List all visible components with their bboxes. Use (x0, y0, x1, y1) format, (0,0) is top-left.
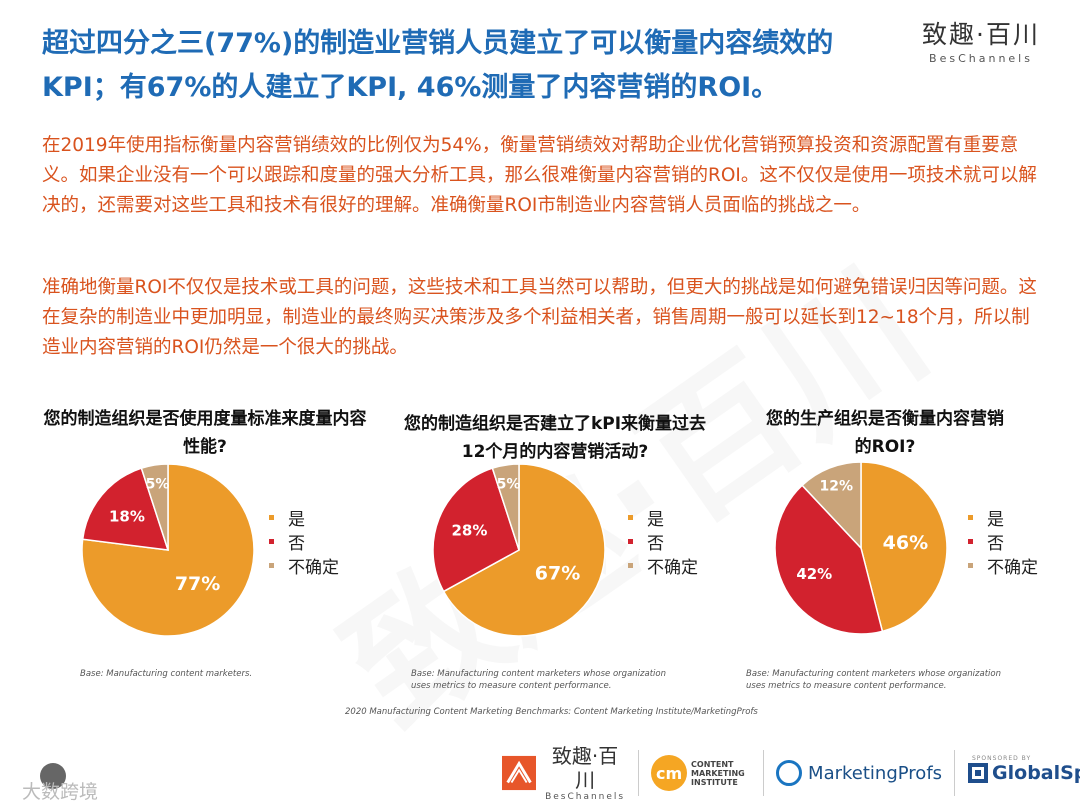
legend-2-swatch-yes (628, 514, 633, 520)
chart-1-base-note: Base: Manufacturing content marketers. (80, 669, 253, 679)
pie-1-slice-unsure (140, 463, 169, 551)
beschannels-mark-icon (502, 755, 537, 791)
legend-2-item-unsure: 不确定 (628, 553, 698, 578)
sponsored-label: SPONSORED BY (972, 755, 1032, 762)
pie-1-label-yes: 77% (175, 573, 220, 595)
pie-2-slice-no (432, 467, 520, 593)
legend-2-label-no: 否 (647, 533, 664, 554)
legend-3-swatch-yes (968, 514, 973, 520)
legend-1-swatch-no (269, 538, 274, 544)
legend-1-swatch-yes (269, 514, 274, 520)
legend-1-label-yes: 是 (288, 509, 305, 530)
footer-marketingprofs-logo: MarketingProfs (763, 750, 954, 796)
pie-3-label-no: 42% (796, 565, 832, 583)
legend-3-swatch-unsure (968, 562, 973, 568)
source-note: 2020 Manufacturing Content Marketing Ben… (345, 707, 758, 717)
footer-cmi-text: CONTENT MARKETING INSTITUTE (691, 759, 745, 787)
legend-1-label-no: 否 (288, 533, 305, 554)
legend-3-item-yes: 是 (968, 505, 1038, 530)
pie-2-slice-unsure (491, 463, 520, 551)
footer-beschannels-logo: 致趣·百川 BesChannels (490, 744, 638, 802)
legend-3-swatch-no (968, 538, 973, 544)
pie-2-label-yes: 67% (535, 562, 580, 584)
footer-globalspec-logo: GlobalSpec (954, 750, 1080, 796)
pie-1-slice-no (81, 467, 170, 551)
pie-3-slice-unsure (801, 461, 862, 550)
footer-cmi-logo: cm CONTENT MARKETING INSTITUTE (638, 750, 763, 796)
pie-chart-2: 67% 28% 5% (432, 463, 606, 637)
legend-3-label-unsure: 不确定 (987, 557, 1038, 578)
chart-3-base-note: Base: Manufacturing content marketers wh… (746, 669, 1001, 691)
legend-2-swatch-no (628, 538, 633, 544)
legend-1-label-unsure: 不确定 (288, 557, 339, 578)
chart-2-title: 您的制造组织是否建立了kPI来衡量过去12个月的内容营销活动? (403, 414, 707, 462)
legend-1-swatch-unsure (269, 562, 274, 568)
pie-2-label-unsure: 5% (497, 477, 521, 493)
legend-3-label-no: 否 (987, 533, 1004, 554)
pie-1-label-unsure: 5% (146, 477, 170, 493)
pie-chart-3: 46% 42% 12% (774, 461, 948, 635)
footer-marketingprofs-text: MarketingProfs (808, 762, 943, 784)
legend-2-label-unsure: 不确定 (647, 557, 698, 578)
brand-logo: 致趣·百川 BesChannels (920, 18, 1042, 66)
pie-2-label-no: 28% (451, 522, 487, 540)
chart-1-title: 您的制造组织是否使用度量标准来度量内容性能? (43, 409, 367, 457)
marketingprofs-mark-icon (776, 760, 803, 786)
footer-beschannels-cn: 致趣·百川 (551, 744, 619, 792)
legend-3-item-no: 否 (968, 529, 1038, 554)
pie-3-label-unsure: 12% (820, 479, 854, 495)
legend-1-item-yes: 是 (269, 505, 339, 530)
legend-3: 是否不确定 (968, 505, 1038, 578)
footer-logos: 致趣·百川 BesChannels cm CONTENT MARKETING I… (490, 744, 1080, 802)
legend-2-item-no: 否 (628, 529, 698, 554)
footer-beschannels-en: BesChannels (545, 792, 626, 802)
pie-3-label-yes: 46% (883, 532, 928, 554)
legend-3-label-yes: 是 (987, 509, 1004, 530)
legend-3-item-unsure: 不确定 (968, 553, 1038, 578)
legend-1-item-unsure: 不确定 (269, 553, 339, 578)
legend-2-label-yes: 是 (647, 509, 664, 530)
brand-en: BesChannels (929, 52, 1033, 65)
cmi-mark-icon: cm (651, 755, 688, 791)
legend-2-swatch-unsure (628, 562, 633, 568)
legend-1: 是否不确定 (269, 505, 339, 578)
paragraph-1: 在2019年使用指标衡量内容营销绩效的比例仅为54%，衡量营销绩效对帮助企业优化… (42, 135, 1037, 216)
pie-3-slice-yes (860, 461, 948, 633)
legend-2: 是否不确定 (628, 505, 698, 578)
corner-avatar-icon (40, 763, 66, 789)
brand-cn: 致趣·百川 (922, 20, 1040, 49)
legend-2-item-yes: 是 (628, 505, 698, 530)
chart-3-title: 您的生产组织是否衡量内容营销的ROI? (766, 409, 1004, 457)
pie-3-slice-no (774, 484, 884, 635)
pie-1-label-no: 18% (109, 507, 145, 525)
pie-chart-1: 77% 18%5% (81, 463, 255, 637)
paragraph-2: 准确地衡量ROI不仅仅是技术或工具的问题，这些技术和工具当然可以帮助，但更大的挑… (42, 277, 1037, 358)
page-title: 超过四分之三(77%)的制造业营销人员建立了可以衡量内容绩效的KPI；有67%的… (42, 28, 834, 103)
globalspec-mark-icon (968, 763, 989, 783)
legend-1-item-no: 否 (269, 529, 339, 554)
pie-2-slice-yes (442, 463, 606, 637)
chart-2-base-note: Base: Manufacturing content marketers wh… (411, 669, 666, 691)
footer-globalspec-text: GlobalSpec (992, 762, 1080, 784)
corner-watermark: 大数跨境 (22, 781, 99, 803)
